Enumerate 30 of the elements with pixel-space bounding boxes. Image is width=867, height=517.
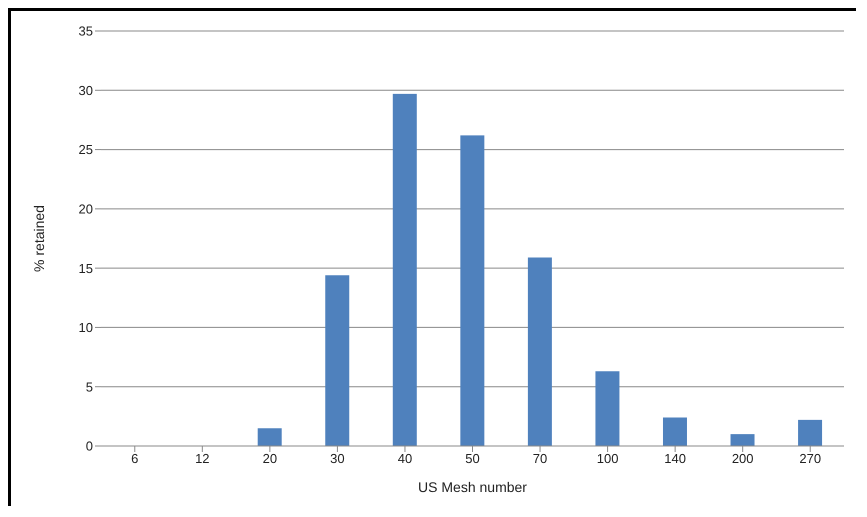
x-tick-label: 200 <box>732 451 754 466</box>
x-tick-label: 70 <box>532 451 548 466</box>
y-tick-label: 0 <box>86 438 93 454</box>
x-tick-label: 50 <box>465 451 480 466</box>
x-tick-label: 140 <box>664 451 686 466</box>
bar <box>798 420 822 446</box>
bar <box>528 257 552 446</box>
y-tick-label: 20 <box>78 201 93 216</box>
x-tick-label: 100 <box>596 451 618 466</box>
bar <box>460 135 484 446</box>
y-tick-label: 15 <box>78 260 93 276</box>
bar <box>662 418 687 446</box>
bar <box>392 94 417 446</box>
y-axis-title: % retained <box>30 205 47 272</box>
bar <box>258 428 282 446</box>
x-tick-label: 40 <box>398 451 412 466</box>
bar <box>730 434 755 446</box>
x-tick-label: 20 <box>262 451 278 466</box>
bar <box>595 371 620 446</box>
x-tick-label: 30 <box>330 451 345 466</box>
x-tick-label: 270 <box>799 451 822 466</box>
x-tick-label: 12 <box>195 451 210 466</box>
y-tick-label: 5 <box>86 379 93 394</box>
x-tick-label: 6 <box>131 451 138 466</box>
x-axis-title: US Mesh number <box>418 479 528 495</box>
y-tick-label: 35 <box>78 24 93 39</box>
y-tick-label: 10 <box>78 320 93 336</box>
y-tick-label: 25 <box>78 142 93 158</box>
y-tick-label: 30 <box>78 82 93 98</box>
bar <box>325 275 350 446</box>
